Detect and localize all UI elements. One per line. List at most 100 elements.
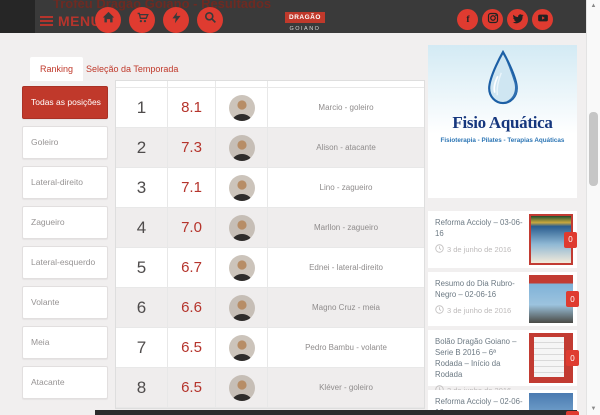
table-row[interactable]: 3 7.1 Lino - zagueiro [116, 168, 424, 208]
clock-icon [435, 305, 444, 316]
cart-icon [136, 11, 149, 29]
player-name: Kléver - goleiro [319, 383, 373, 392]
youtube-link[interactable] [532, 9, 553, 30]
sidebar-item-meia[interactable]: Meia [22, 326, 108, 359]
score-cell: 6.6 [168, 288, 216, 327]
ad-title: Fisio Aquática [452, 113, 553, 132]
top-bar: Troféu Dragão Goiano - Resultados MENU D… [0, 0, 586, 33]
news-thumbnail[interactable]: 0 [529, 333, 579, 383]
comment-count-badge: 0 [566, 350, 579, 366]
flash-button[interactable] [163, 7, 189, 33]
menu-label: MENU [58, 13, 102, 29]
player-avatar [228, 174, 255, 201]
player-name: Marcio - goleiro [318, 103, 374, 112]
instagram-link[interactable] [482, 9, 503, 30]
player-avatar [228, 374, 255, 401]
logo-line2: GOIANO [289, 26, 321, 32]
sidebar-item-goleiro[interactable]: Goleiro [22, 126, 108, 159]
comment-count-badge: 0 [564, 231, 577, 248]
sidebar-item-zagueiro[interactable]: Zagueiro [22, 206, 108, 239]
rank-cell: 3 [116, 168, 168, 207]
sidebar-item-todas-posicoes[interactable]: Todas as posições [22, 86, 108, 119]
table-header [116, 81, 424, 88]
home-button[interactable] [95, 7, 121, 33]
player-avatar [228, 254, 255, 281]
score-cell: 7.1 [168, 168, 216, 207]
rank-cell: 4 [116, 208, 168, 247]
sidebar-ad-fisio-aquatica[interactable]: Fisio Aquática Fisioterapia - Pilates - … [428, 45, 577, 198]
rank-cell: 6 [116, 288, 168, 327]
position-filter-sidebar: Todas as posições Goleiro Lateral-direit… [22, 86, 108, 406]
scroll-down-arrow[interactable]: ▼ [590, 406, 597, 412]
news-date: 3 de junho de 2016 [435, 244, 523, 255]
table-row[interactable]: 7 6.5 Pedro Bambu - volante [116, 328, 424, 368]
player-name: Lino - zagueiro [319, 183, 373, 192]
scrollbar-thumb[interactable] [589, 112, 598, 186]
logo-corner [0, 0, 35, 33]
rank-cell: 1 [116, 88, 168, 127]
water-drop-icon [484, 49, 522, 112]
page-title: Troféu Dragão Goiano - Resultados [53, 0, 272, 11]
player-avatar [228, 94, 255, 121]
player-avatar [228, 214, 255, 241]
cart-button[interactable] [129, 7, 155, 33]
player-avatar [228, 294, 255, 321]
scroll-up-arrow[interactable]: ▲ [590, 3, 597, 9]
rank-cell: 7 [116, 328, 168, 367]
youtube-icon [537, 11, 549, 29]
table-row[interactable]: 8 6.5 Kléver - goleiro [116, 368, 424, 408]
table-row[interactable]: 4 7.0 Marllon - zagueiro [116, 208, 424, 248]
sidebar-item-lateral-esquerdo[interactable]: Lateral-esquerdo [22, 246, 108, 279]
news-thumbnail[interactable]: 0 [529, 275, 579, 323]
twitter-link[interactable] [507, 9, 528, 30]
rank-cell: 8 [116, 368, 168, 407]
site-logo[interactable]: DRAGÃO GOIANO [285, 6, 325, 32]
sidebar-item-lateral-direito[interactable]: Lateral-direito [22, 166, 108, 199]
news-title: Resumo do Dia Rubro-Negro – 02-06-16 [435, 279, 515, 299]
comment-count-badge: 0 [566, 411, 579, 415]
twitter-icon [512, 11, 524, 29]
facebook-link[interactable]: f [457, 9, 478, 30]
score-cell: 7.0 [168, 208, 216, 247]
player-name: Alison - atacante [316, 143, 376, 152]
table-row[interactable]: 1 8.1 Marcio - goleiro [116, 88, 424, 128]
rank-cell: 2 [116, 128, 168, 167]
logo-line1: DRAGÃO [285, 12, 325, 23]
scrollbar[interactable]: ▲ ▼ [586, 0, 600, 415]
svg-text:f: f [466, 13, 470, 23]
footer-strip [95, 410, 577, 415]
rank-cell: 5 [116, 248, 168, 287]
news-item[interactable]: Bolão Dragão Goiano – Serie B 2016 – 6ª … [428, 330, 579, 395]
flash-icon [170, 11, 183, 29]
table-row[interactable]: 6 6.6 Magno Cruz - meia [116, 288, 424, 328]
table-row[interactable]: 5 6.7 Ednei - lateral-direito [116, 248, 424, 288]
facebook-icon: f [462, 11, 474, 29]
news-item[interactable]: Reforma Accioly – 03-06-16 3 de junho de… [428, 211, 577, 268]
player-avatar [228, 334, 255, 361]
news-title: Reforma Accioly – 03-06-16 [435, 218, 523, 238]
news-item[interactable]: Resumo do Dia Rubro-Negro – 02-06-16 3 d… [428, 272, 579, 326]
menu-toggle[interactable]: MENU [40, 13, 101, 29]
clock-icon [435, 244, 444, 255]
ad-subtitle: Fisioterapia - Pilates - Terapias Aquáti… [440, 137, 565, 144]
news-thumbnail[interactable]: 0 [529, 214, 577, 265]
score-cell: 6.5 [168, 368, 216, 407]
hamburger-icon [40, 16, 53, 26]
score-cell: 6.7 [168, 248, 216, 287]
player-avatar [228, 134, 255, 161]
table-row[interactable]: 2 7.3 Alison - atacante [116, 128, 424, 168]
player-name: Marllon - zagueiro [313, 223, 379, 232]
comment-count-badge: 0 [566, 291, 579, 307]
news-title: Bolão Dragão Goiano – Serie B 2016 – 6ª … [435, 337, 517, 379]
tab-ranking[interactable]: Ranking [30, 57, 84, 81]
tab-selecao-temporada[interactable]: Seleção da Temporada [86, 64, 179, 74]
player-name: Ednei - lateral-direito [309, 263, 383, 272]
score-cell: 7.3 [168, 128, 216, 167]
search-button[interactable] [197, 7, 223, 33]
sidebar-item-volante[interactable]: Volante [22, 286, 108, 319]
player-name: Magno Cruz - meia [311, 303, 381, 312]
sidebar-item-atacante[interactable]: Atacante [22, 366, 108, 399]
news-date: 3 de junho de 2016 [435, 305, 523, 316]
instagram-icon [487, 11, 499, 29]
